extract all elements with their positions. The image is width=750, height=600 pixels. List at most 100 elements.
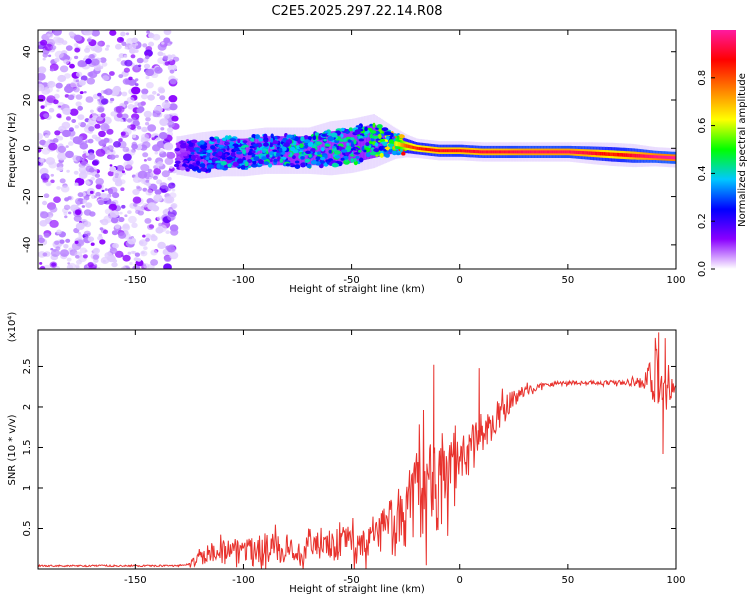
noise-blob — [57, 136, 64, 141]
noise-blob — [65, 238, 71, 243]
noise-blob — [106, 128, 114, 135]
noise-blob — [131, 86, 141, 95]
noise-blob — [140, 164, 150, 172]
ridge-core — [485, 150, 488, 154]
noise-blob — [157, 51, 164, 57]
noise-blob — [167, 176, 172, 181]
ridge-core — [506, 150, 508, 154]
x-tick-label: 0 — [457, 575, 463, 586]
noise-blob — [141, 178, 145, 182]
noise-blob — [62, 129, 71, 138]
ridge-core — [633, 153, 636, 158]
noise-blob — [119, 211, 123, 215]
noise-blob — [161, 170, 170, 178]
ridge-core — [489, 150, 492, 154]
ridge-outer — [342, 129, 345, 164]
x-tick-label: 50 — [561, 575, 574, 586]
ridge-core — [567, 150, 569, 154]
ridge-speckle — [196, 151, 204, 155]
ridge-core — [572, 150, 575, 154]
ridge-outer — [176, 143, 179, 168]
noise-blob — [151, 137, 156, 141]
y-tick-label: 40 — [22, 45, 33, 58]
ridge-speckle — [388, 139, 394, 145]
ridge-speckle — [373, 148, 380, 153]
noise-blob — [96, 105, 105, 113]
noise-blob — [42, 52, 49, 58]
snr-panel: -150 -100 -50 0 50 100 0.5 1 1.5 2 2.5 Height of … — [7, 312, 686, 595]
ridge-core — [570, 150, 572, 154]
ridge-speckle — [308, 153, 312, 158]
ridge-speckle — [363, 149, 367, 153]
ridge-core — [512, 150, 515, 154]
ridge-core — [477, 150, 480, 154]
ridge-core — [599, 152, 602, 156]
ridge-speckle — [336, 145, 340, 150]
colorbar-tick-label: 0.8 — [697, 70, 708, 86]
ridge-core — [615, 152, 617, 157]
noise-blob — [119, 37, 124, 41]
ridge-core — [537, 150, 540, 154]
ridge-core — [586, 151, 589, 155]
ridge-speckle — [182, 163, 187, 167]
noise-blob — [87, 138, 94, 144]
noise-blob — [140, 133, 150, 141]
spectrogram-plot-area — [38, 30, 676, 269]
ridge-core — [468, 149, 471, 153]
noise-blob — [56, 186, 61, 190]
snr-x-ticks: -150 -100 -50 0 50 100 — [124, 330, 686, 586]
ridge-core — [500, 150, 502, 154]
noise-blob — [73, 43, 79, 47]
ridge-core — [636, 154, 638, 158]
ridge-outer — [302, 136, 304, 166]
noise-blob — [88, 117, 97, 125]
noise-blob — [77, 60, 87, 68]
noise-blob — [102, 260, 106, 263]
noise-blob — [38, 161, 41, 166]
noise-blob — [143, 159, 147, 162]
ridge-speckle — [376, 124, 383, 129]
ridge-core — [407, 144, 410, 149]
ridge-speckle — [294, 164, 301, 170]
noise-blob — [128, 76, 133, 81]
ridge-outer — [327, 131, 330, 166]
noise-blob — [97, 199, 105, 205]
noise-blob — [79, 142, 89, 150]
noise-blob — [38, 66, 47, 74]
noise-blob — [73, 170, 79, 175]
noise-blob — [131, 37, 139, 44]
ridge-speckle — [317, 151, 321, 155]
noise-blob — [67, 94, 75, 101]
noise-blob — [135, 209, 141, 214]
ridge-speckle — [200, 167, 207, 172]
noise-blob — [100, 218, 109, 226]
noise-blob — [53, 196, 61, 203]
noise-blob — [95, 148, 106, 157]
noise-blob — [137, 170, 148, 179]
ridge-core — [522, 150, 524, 154]
ridge-core — [402, 143, 405, 148]
ridge-core — [610, 152, 612, 157]
noise-blob — [141, 93, 148, 100]
noise-blob — [116, 112, 124, 118]
noise-blob — [134, 252, 140, 257]
ridge-speckle — [358, 138, 365, 142]
ridge-core — [527, 150, 529, 154]
ridge-core — [442, 149, 445, 153]
noise-blob — [46, 95, 56, 103]
noise-blob — [142, 203, 148, 208]
ridge-core — [671, 156, 673, 160]
noise-blob — [171, 115, 179, 122]
noise-blob — [87, 71, 94, 77]
ridge-outer — [330, 131, 333, 166]
ridge-core — [545, 150, 547, 154]
noise-blob — [124, 59, 133, 67]
noise-blob — [145, 53, 149, 56]
ridge-speckle — [276, 152, 281, 157]
noise-blob — [139, 241, 144, 245]
ridge-outer — [329, 131, 332, 166]
noise-blob — [63, 244, 69, 249]
ridge-core — [658, 155, 660, 159]
noise-blob — [64, 197, 70, 202]
noise-blob — [77, 105, 83, 111]
